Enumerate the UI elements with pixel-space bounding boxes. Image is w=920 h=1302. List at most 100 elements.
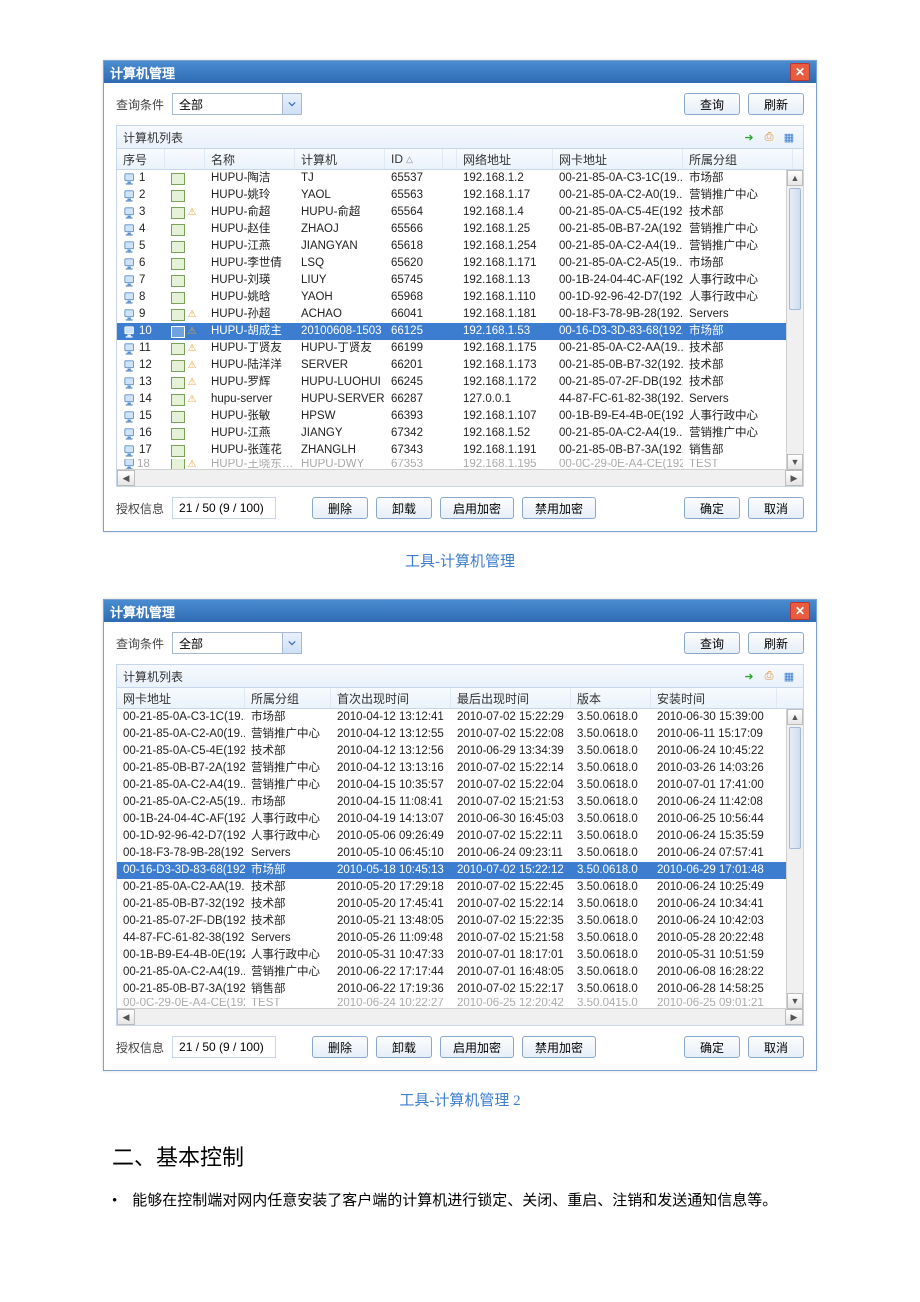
col-group[interactable]: 所属分组 <box>683 149 793 169</box>
column-icon[interactable]: ▦ <box>781 668 797 684</box>
export-icon[interactable]: ➜ <box>741 668 757 684</box>
table-row[interactable]: 13⚠HUPU-罗辉HUPU-LUOHUI66245192.168.1.1720… <box>117 374 803 391</box>
col-id[interactable]: ID△ <box>385 149 443 169</box>
col-ip[interactable]: 网络地址 <box>457 149 553 169</box>
titlebar[interactable]: 计算机管理 ✕ <box>104 61 816 83</box>
print-icon[interactable]: ⎙ <box>761 129 777 145</box>
table-row[interactable]: 00-21-85-0A-C3-1C(19...市场部2010-04-12 13:… <box>117 709 803 726</box>
table-row[interactable]: 14⚠hupu-serverHUPU-SERVER66287127.0.0.14… <box>117 391 803 408</box>
table-row[interactable]: 10⚠HUPU-胡成主20100608-150366125192.168.1.5… <box>117 323 803 340</box>
status-icon <box>171 326 185 338</box>
col-pc[interactable]: 计算机 <box>295 149 385 169</box>
table-row[interactable]: 44-87-FC-61-82-38(192...Servers2010-05-2… <box>117 930 803 947</box>
table-row[interactable]: 15HUPU-张敏HPSW66393192.168.1.10700-1B-B9-… <box>117 408 803 425</box>
table-row[interactable]: 00-1B-B9-E4-4B-0E(192...人事行政中心2010-05-31… <box>117 947 803 964</box>
table-row[interactable]: 1HUPU-陶洁TJ65537192.168.1.200-21-85-0A-C3… <box>117 170 803 187</box>
table-row[interactable]: 00-0C-29-0E-A4-CE(192…TEST2010-06-24 10:… <box>117 998 803 1008</box>
table-row[interactable]: 00-21-85-0B-B7-3A(192...销售部2010-06-22 17… <box>117 981 803 998</box>
refresh-button[interactable]: 刷新 <box>748 93 804 115</box>
table-row[interactable]: 00-21-85-0B-B7-32(192...技术部2010-05-20 17… <box>117 896 803 913</box>
table-row[interactable]: 00-21-85-0B-B7-2A(192...营销推广中心2010-04-12… <box>117 760 803 777</box>
filter-select[interactable]: 全部 <box>172 632 302 654</box>
scroll-left-icon[interactable]: ◀ <box>117 1009 135 1025</box>
scroll-thumb[interactable] <box>789 188 801 310</box>
table-row[interactable]: 00-18-F3-78-9B-28(192...Servers2010-05-1… <box>117 845 803 862</box>
table-row[interactable]: 00-21-85-0A-C2-A5(19...市场部2010-04-15 11:… <box>117 794 803 811</box>
col-icon[interactable] <box>165 149 205 169</box>
table-row[interactable]: 00-21-85-0A-C5-4E(192...技术部2010-04-12 13… <box>117 743 803 760</box>
col-mac[interactable]: 网卡地址 <box>553 149 683 169</box>
table-row[interactable]: 11⚠HUPU-丁贤友HUPU-丁贤友66199192.168.1.17500-… <box>117 340 803 357</box>
ok-button[interactable]: 确定 <box>684 1036 740 1058</box>
warn-icon: ⚠ <box>185 360 199 372</box>
table-row[interactable]: 12⚠HUPU-陆洋洋SERVER66201192.168.1.17300-21… <box>117 357 803 374</box>
table-row[interactable]: 00-21-85-0A-C2-A4(19...营销推广中心2010-04-15 … <box>117 777 803 794</box>
table-row[interactable]: 4HUPU-赵佳ZHAOJ65566192.168.1.2500-21-85-0… <box>117 221 803 238</box>
uninstall-button[interactable]: 卸载 <box>376 497 432 519</box>
col-sort[interactable] <box>443 149 457 169</box>
col-inst[interactable]: 安装时间 <box>651 688 777 708</box>
table-row[interactable]: 8HUPU-姚晗YAOH65968192.168.1.11000-1D-92-9… <box>117 289 803 306</box>
enable-enc-button[interactable]: 启用加密 <box>440 497 514 519</box>
close-icon[interactable]: ✕ <box>790 602 810 620</box>
scroll-up-icon[interactable]: ▲ <box>787 170 803 186</box>
table-row[interactable]: 6HUPU-李世倩LSQ65620192.168.1.17100-21-85-0… <box>117 255 803 272</box>
table-row[interactable]: 5HUPU-江燕JIANGYAN65618192.168.1.25400-21-… <box>117 238 803 255</box>
table-row[interactable]: 00-21-85-0A-C2-A0(19...营销推广中心2010-04-12 … <box>117 726 803 743</box>
table-row[interactable]: 9⚠HUPU-孙超ACHAO66041192.168.1.18100-18-F3… <box>117 306 803 323</box>
table-row[interactable]: 2HUPU-姚玲YAOL65563192.168.1.1700-21-85-0A… <box>117 187 803 204</box>
table-row[interactable]: 16HUPU-江燕JIANGY67342192.168.1.5200-21-85… <box>117 425 803 442</box>
scroll-right-icon[interactable]: ▶ <box>785 1009 803 1025</box>
table-row[interactable]: 17HUPU-张莲花ZHANGLH67343192.168.1.19100-21… <box>117 442 803 459</box>
disable-enc-button[interactable]: 禁用加密 <box>522 497 596 519</box>
table-row[interactable]: 3⚠HUPU-俞超HUPU-俞超65564192.168.1.400-21-85… <box>117 204 803 221</box>
uninstall-button[interactable]: 卸载 <box>376 1036 432 1058</box>
col-last[interactable]: 最后出现时间 <box>451 688 571 708</box>
delete-button[interactable]: 删除 <box>312 1036 368 1058</box>
scroll-down-icon[interactable]: ▼ <box>787 454 803 470</box>
horizontal-scrollbar[interactable]: ◀ ▶ <box>117 469 803 486</box>
scroll-thumb[interactable] <box>789 727 801 849</box>
vertical-scrollbar[interactable]: ▲ ▼ <box>786 170 803 470</box>
ok-button[interactable]: 确定 <box>684 497 740 519</box>
col-group[interactable]: 所属分组 <box>245 688 331 708</box>
col-ver[interactable]: 版本 <box>571 688 651 708</box>
vertical-scrollbar[interactable]: ▲ ▼ <box>786 709 803 1009</box>
scroll-up-icon[interactable]: ▲ <box>787 709 803 725</box>
export-icon[interactable]: ➜ <box>741 129 757 145</box>
disable-enc-button[interactable]: 禁用加密 <box>522 1036 596 1058</box>
cancel-button[interactable]: 取消 <box>748 497 804 519</box>
query-button[interactable]: 查询 <box>684 93 740 115</box>
col-seq[interactable]: 序号 <box>117 149 165 169</box>
table-body[interactable]: 1HUPU-陶洁TJ65537192.168.1.200-21-85-0A-C3… <box>117 170 803 469</box>
status-icon <box>171 445 185 457</box>
table-row[interactable]: 00-21-85-07-2F-DB(192...技术部2010-05-21 13… <box>117 913 803 930</box>
table-row[interactable]: 18⚠HUPU-王晓东…HUPU-DWY67353192.168.1.19500… <box>117 459 803 469</box>
table-row[interactable]: 00-1B-24-04-4C-AF(192...人事行政中心2010-04-19… <box>117 811 803 828</box>
delete-button[interactable]: 删除 <box>312 497 368 519</box>
table-row[interactable]: 00-16-D3-3D-83-68(192...市场部2010-05-18 10… <box>117 862 803 879</box>
titlebar[interactable]: 计算机管理 ✕ <box>104 600 816 622</box>
table-body[interactable]: 00-21-85-0A-C3-1C(19...市场部2010-04-12 13:… <box>117 709 803 1008</box>
col-first[interactable]: 首次出现时间 <box>331 688 451 708</box>
column-icon[interactable]: ▦ <box>781 129 797 145</box>
scroll-right-icon[interactable]: ▶ <box>785 470 803 486</box>
close-icon[interactable]: ✕ <box>790 63 810 81</box>
table-head: 网卡地址 所属分组 首次出现时间 最后出现时间 版本 安装时间 <box>117 688 803 709</box>
list-label: 计算机列表 <box>123 668 183 685</box>
table-row[interactable]: 00-21-85-0A-C2-AA(19...技术部2010-05-20 17:… <box>117 879 803 896</box>
query-button[interactable]: 查询 <box>684 632 740 654</box>
horizontal-scrollbar[interactable]: ◀ ▶ <box>117 1008 803 1025</box>
scroll-down-icon[interactable]: ▼ <box>787 993 803 1009</box>
col-name[interactable]: 名称 <box>205 149 295 169</box>
filter-select[interactable]: 全部 <box>172 93 302 115</box>
enable-enc-button[interactable]: 启用加密 <box>440 1036 514 1058</box>
refresh-button[interactable]: 刷新 <box>748 632 804 654</box>
table-row[interactable]: 00-21-85-0A-C2-A4(19...营销推广中心2010-06-22 … <box>117 964 803 981</box>
table-row[interactable]: 7HUPU-刘瑛LIUY65745192.168.1.1300-1B-24-04… <box>117 272 803 289</box>
cancel-button[interactable]: 取消 <box>748 1036 804 1058</box>
print-icon[interactable]: ⎙ <box>761 668 777 684</box>
col-mac[interactable]: 网卡地址 <box>117 688 245 708</box>
scroll-left-icon[interactable]: ◀ <box>117 470 135 486</box>
table-row[interactable]: 00-1D-92-96-42-D7(192...人事行政中心2010-05-06… <box>117 828 803 845</box>
